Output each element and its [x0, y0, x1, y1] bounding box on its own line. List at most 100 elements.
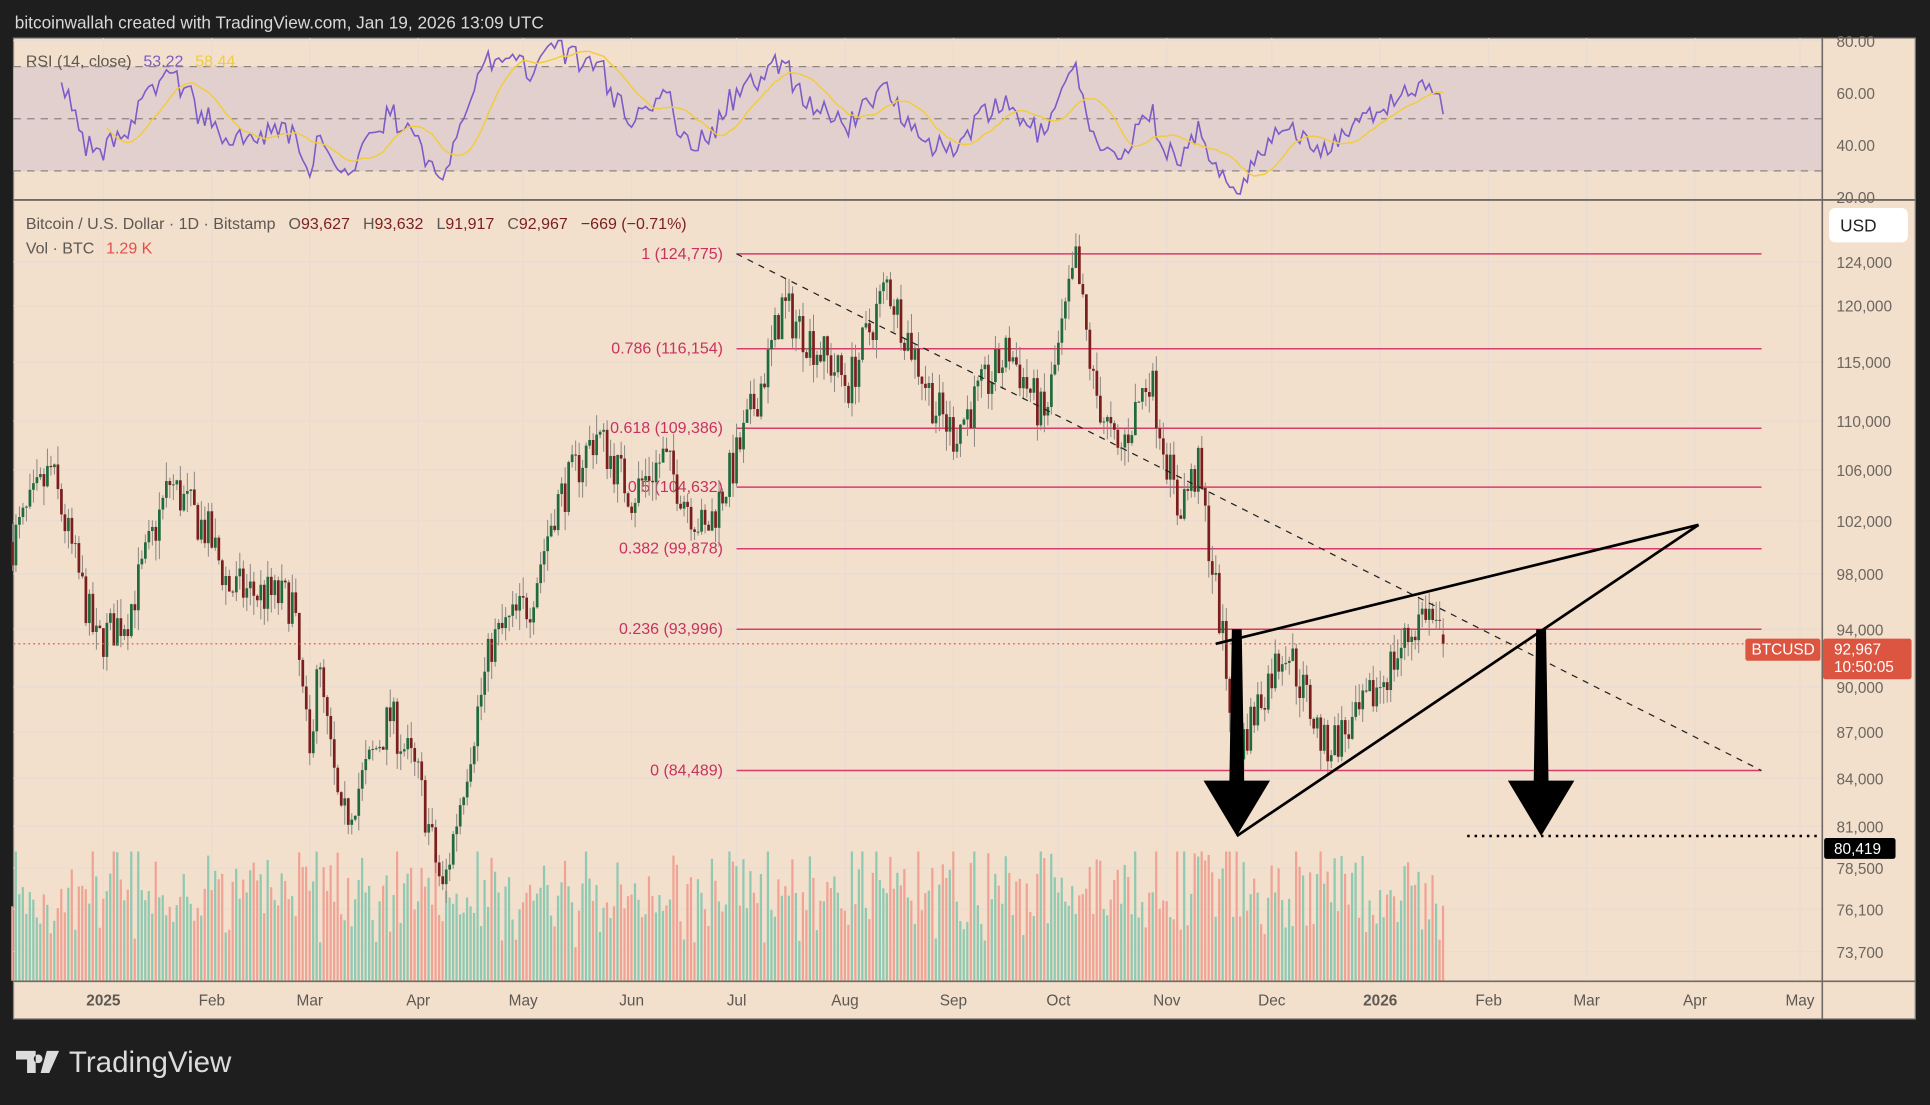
- candle-body: [378, 746, 382, 749]
- candle: [644, 458, 647, 498]
- candle: [1273, 639, 1277, 692]
- time-axis[interactable]: 2025 Feb Mar Apr May Jun Jul Aug Sep Oct Nov Dec 202…: [86, 992, 1815, 1009]
- candle: [462, 796, 466, 815]
- candle: [1413, 630, 1417, 650]
- candle-body: [1245, 729, 1249, 751]
- candle-body: [427, 824, 431, 833]
- candle: [549, 513, 553, 538]
- candle: [910, 313, 913, 362]
- volume-bar: [32, 899, 35, 981]
- rsi-axis[interactable]: 80.00 60.00 40.00 20.00: [1836, 34, 1874, 207]
- fib-retracement[interactable]: 1 (124,775) 0.786 (116,154) 0.618 (109,386…: [610, 246, 1762, 780]
- volume-bar: [661, 910, 665, 981]
- candle-body: [84, 576, 88, 624]
- candle-body: [962, 419, 966, 425]
- candle: [1116, 424, 1120, 455]
- candle: [1256, 682, 1260, 731]
- candle-body: [46, 465, 49, 487]
- candle-body: [56, 464, 60, 490]
- candle-body: [906, 332, 910, 351]
- candle-body: [353, 815, 357, 820]
- candle-body: [731, 452, 735, 484]
- candle-body: [203, 519, 207, 544]
- candle: [1214, 555, 1218, 582]
- candle-body: [1305, 674, 1309, 685]
- volume-bar: [109, 873, 112, 981]
- candle: [1284, 646, 1288, 671]
- rsi-pane[interactable]: RSI (14, close) 53.22 58.44: [13, 39, 1822, 195]
- candle: [756, 397, 759, 417]
- candle: [703, 504, 707, 534]
- candle-body: [1015, 357, 1018, 365]
- volume-bar: [1092, 913, 1095, 981]
- candle-body: [973, 386, 976, 428]
- candle: [791, 286, 794, 348]
- volume-bar: [990, 899, 993, 981]
- volume-bar: [35, 917, 38, 981]
- candle: [731, 434, 735, 497]
- volume-bar: [682, 939, 686, 981]
- volume-bar: [546, 884, 549, 981]
- candle: [497, 619, 501, 646]
- candle: [1294, 643, 1298, 705]
- candle: [843, 362, 847, 403]
- currency-button[interactable]: [1829, 207, 1908, 243]
- chart-panel[interactable]: [12, 37, 1916, 1020]
- open-value: 93,627: [301, 216, 350, 233]
- candle-body: [633, 502, 637, 513]
- drawings[interactable]: [13, 253, 1822, 838]
- candle-body: [1179, 515, 1183, 519]
- candle-body: [1137, 401, 1141, 403]
- volume-bar: [1008, 872, 1011, 981]
- candle: [815, 350, 819, 378]
- candle-body: [766, 349, 770, 388]
- candle-body: [1001, 367, 1004, 373]
- volume-bar: [294, 916, 297, 981]
- candle-body: [1270, 673, 1274, 689]
- volume-bar: [700, 892, 703, 981]
- volume-bar: [724, 904, 728, 981]
- candle-body: [339, 792, 343, 806]
- candle: [581, 459, 584, 498]
- candle: [189, 488, 193, 507]
- candle-body: [1158, 428, 1162, 439]
- candle-body: [1343, 720, 1347, 735]
- candle: [826, 335, 829, 374]
- time-tick-label: May: [1785, 992, 1814, 1009]
- volume-bar: [350, 926, 353, 981]
- candle: [1112, 420, 1116, 440]
- volume-bar: [284, 880, 287, 981]
- candle-body: [116, 618, 119, 646]
- candle: [822, 335, 826, 380]
- volume-bar: [158, 897, 161, 981]
- candle-body: [304, 686, 308, 710]
- candle: [1106, 415, 1109, 440]
- candle-body: [486, 638, 490, 672]
- candle: [539, 551, 543, 594]
- volume-bar: [798, 940, 801, 981]
- candle: [227, 569, 231, 592]
- candle-body: [836, 355, 840, 373]
- candle-body: [11, 541, 14, 566]
- volume-bar: [672, 855, 675, 981]
- candle: [1406, 623, 1410, 657]
- candle-body: [563, 483, 567, 512]
- candle-body: [728, 452, 731, 497]
- candle-body: [1361, 690, 1365, 710]
- volume-bar: [686, 884, 689, 981]
- candle: [1088, 322, 1092, 381]
- price-axis[interactable]: 124,000 120,000 115,000 110,000 106,000 102,0…: [1836, 255, 1892, 962]
- candle-body: [220, 560, 224, 586]
- candle: [444, 858, 448, 903]
- volume-bar: [784, 886, 787, 981]
- volume-bar: [997, 885, 1000, 981]
- volume-bar: [1025, 883, 1028, 981]
- volume-bar: [319, 942, 322, 981]
- volume-bar: [528, 884, 532, 981]
- candle: [56, 446, 60, 500]
- volume-bar: [1364, 932, 1368, 981]
- volume-bar: [490, 857, 493, 981]
- candle-body: [1406, 627, 1410, 643]
- candle-body: [406, 738, 410, 750]
- candle: [938, 374, 941, 432]
